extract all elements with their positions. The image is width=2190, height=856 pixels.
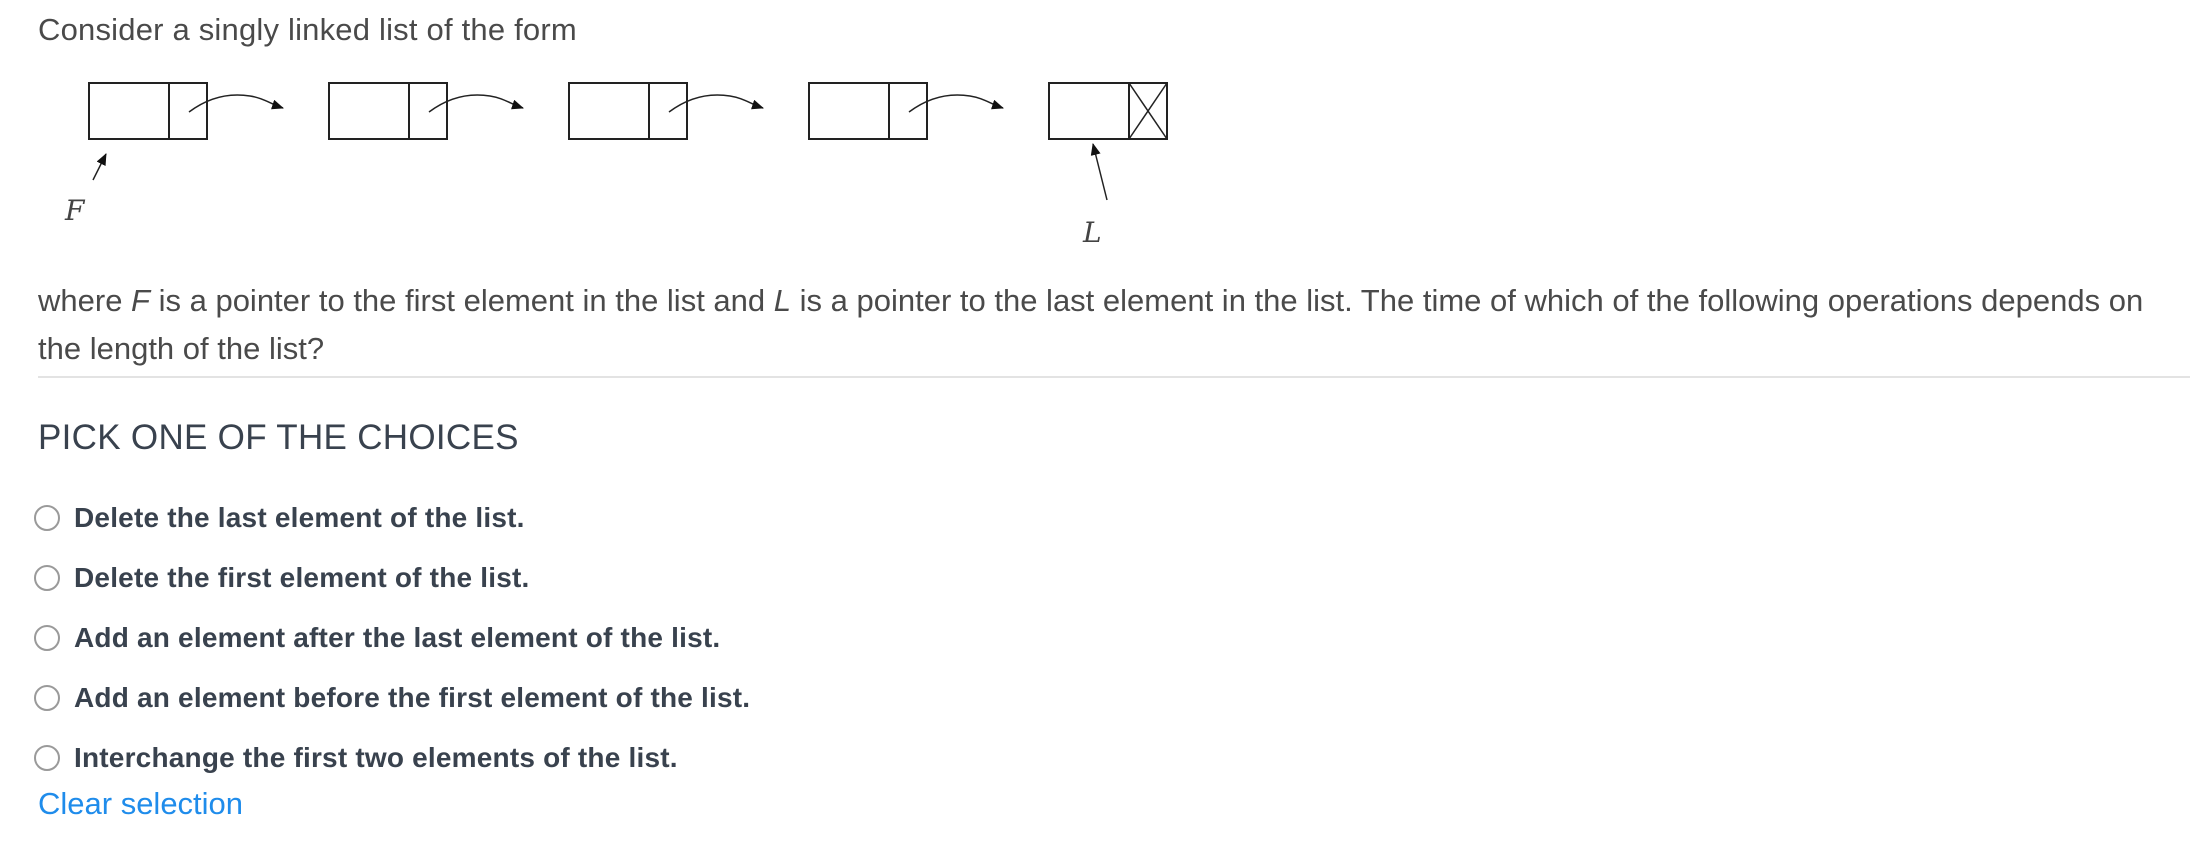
link-arrow-3 bbox=[668, 94, 764, 113]
radio-button[interactable] bbox=[34, 745, 60, 771]
question-intro-text: Consider a singly linked list of the for… bbox=[38, 12, 577, 47]
choice-option-2[interactable]: Delete the first element of the list. bbox=[34, 548, 750, 608]
radio-button[interactable] bbox=[34, 685, 60, 711]
list-node-2 bbox=[328, 82, 448, 140]
first-pointer-line bbox=[92, 153, 107, 181]
choice-label[interactable]: Add an element before the first element … bbox=[74, 682, 751, 713]
list-node-1 bbox=[88, 82, 208, 140]
radio-button[interactable] bbox=[34, 505, 60, 531]
list-node-3 bbox=[568, 82, 688, 140]
section-divider bbox=[38, 376, 2190, 378]
last-pointer-line bbox=[1090, 143, 1108, 201]
radio-button[interactable] bbox=[34, 625, 60, 651]
choice-option-5[interactable]: Interchange the first two elements of th… bbox=[34, 728, 750, 788]
choice-option-4[interactable]: Add an element before the first element … bbox=[34, 668, 750, 728]
question-text-part-2: is a pointer to the first element in the… bbox=[149, 283, 774, 318]
question-l-variable: L bbox=[773, 283, 792, 318]
choice-label[interactable]: Interchange the first two elements of th… bbox=[74, 742, 678, 773]
choice-label[interactable]: Delete the last element of the list. bbox=[74, 502, 525, 533]
choices-heading: PICK ONE OF THE CHOICES bbox=[38, 418, 519, 457]
choice-label[interactable]: Delete the first element of the list. bbox=[74, 562, 530, 593]
choice-label[interactable]: Add an element after the last element of… bbox=[74, 622, 721, 653]
question-text-part-3: is a pointer to the last element in the … bbox=[38, 283, 2144, 366]
choice-option-3[interactable]: Add an element after the last element of… bbox=[34, 608, 750, 668]
link-arrow-2 bbox=[428, 94, 524, 113]
null-pointer-cross-icon bbox=[1128, 82, 1168, 140]
radio-button[interactable] bbox=[34, 565, 60, 591]
list-node-4 bbox=[808, 82, 928, 140]
choice-list: Delete the last element of the list. Del… bbox=[34, 488, 750, 788]
first-pointer-label: F bbox=[64, 194, 86, 227]
linked-list-diagram: F L bbox=[64, 82, 1168, 249]
question-f-variable: F bbox=[131, 283, 150, 318]
last-pointer-label: L bbox=[1082, 216, 1102, 249]
clear-selection-link[interactable]: Clear selection bbox=[38, 786, 244, 821]
link-arrow-4 bbox=[908, 94, 1004, 113]
list-node-5 bbox=[1048, 82, 1168, 140]
question-text: where F is a pointer to the first elemen… bbox=[38, 277, 2168, 373]
link-arrow-1 bbox=[188, 94, 284, 113]
choice-option-1[interactable]: Delete the last element of the list. bbox=[34, 488, 750, 548]
question-text-part-1: where bbox=[38, 283, 132, 318]
